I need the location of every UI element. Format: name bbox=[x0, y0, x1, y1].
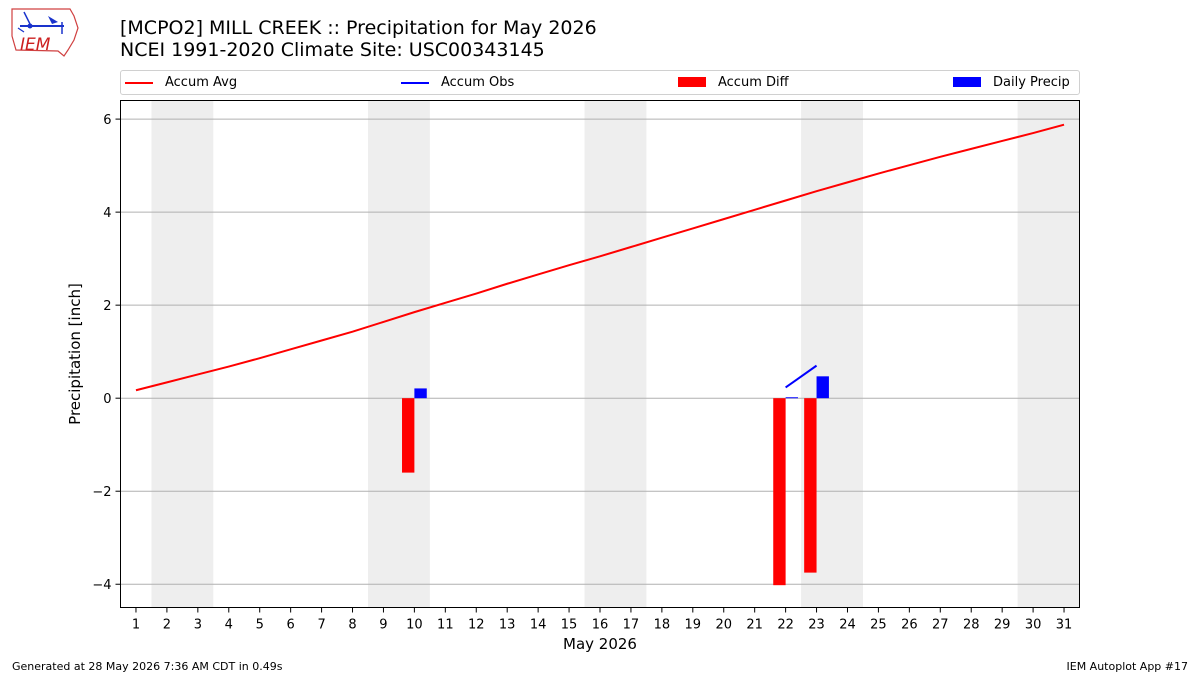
y-tick-label: 2 bbox=[103, 299, 111, 314]
x-tick-label: 18 bbox=[654, 618, 671, 633]
y-tick-label: −2 bbox=[92, 485, 111, 500]
legend-label-accum-obs: Accum Obs bbox=[441, 75, 515, 90]
x-tick-label: 25 bbox=[870, 618, 887, 633]
x-tick-label: 7 bbox=[317, 618, 325, 633]
x-axis-label: May 2026 bbox=[563, 635, 637, 653]
chart-title: [MCPO2] MILL CREEK :: Precipitation for … bbox=[120, 17, 597, 61]
y-tick-label: 6 bbox=[103, 113, 111, 128]
legend-label-accum-avg: Accum Avg bbox=[165, 75, 238, 90]
x-tick-label: 31 bbox=[1056, 618, 1073, 633]
daily-precip-bar bbox=[785, 397, 798, 399]
x-tick-label: 20 bbox=[715, 618, 732, 633]
x-tick-label: 28 bbox=[963, 618, 980, 633]
x-tick-label: 5 bbox=[256, 618, 264, 633]
x-tick-label: 27 bbox=[932, 618, 949, 633]
accum-obs-line bbox=[785, 364, 818, 389]
x-tick-label: 30 bbox=[1025, 618, 1042, 633]
x-tick-label: 16 bbox=[592, 618, 609, 633]
x-tick-label: 9 bbox=[379, 618, 387, 633]
chart-title-line2: NCEI 1991-2020 Climate Site: USC00343145 bbox=[120, 39, 545, 61]
chart-title-line1: [MCPO2] MILL CREEK :: Precipitation for … bbox=[120, 17, 597, 39]
x-tick-label: 13 bbox=[499, 618, 516, 633]
accum-diff-bar bbox=[402, 398, 415, 473]
x-tick-label: 22 bbox=[777, 618, 794, 633]
x-tick-label: 3 bbox=[194, 618, 202, 633]
daily-precip-bar bbox=[816, 376, 829, 399]
x-tick-label: 17 bbox=[623, 618, 640, 633]
x-tick-label: 11 bbox=[437, 618, 454, 633]
x-tick-label: 23 bbox=[808, 618, 825, 633]
x-tick-label: 15 bbox=[561, 618, 578, 633]
y-tick-label: −4 bbox=[92, 578, 111, 593]
x-tick-label: 12 bbox=[468, 618, 485, 633]
legend-swatch-daily-precip bbox=[953, 77, 981, 87]
footer-app-id: IEM Autoplot App #17 bbox=[1066, 660, 1189, 673]
logo-text: IEM bbox=[20, 35, 51, 55]
x-tick-label: 19 bbox=[685, 618, 702, 633]
footer-generated: Generated at 28 May 2026 7:36 AM CDT in … bbox=[12, 660, 283, 673]
chart-legend: Accum Avg Accum Obs Accum Diff Daily Pre… bbox=[120, 70, 1080, 95]
x-tick-label: 4 bbox=[225, 618, 233, 633]
legend-label-daily-precip: Daily Precip bbox=[993, 75, 1070, 90]
y-tick-label: 4 bbox=[103, 206, 111, 221]
daily-precip-bar bbox=[414, 388, 427, 399]
x-tick-label: 6 bbox=[287, 618, 295, 633]
legend-swatch-accum-diff bbox=[678, 77, 706, 87]
weekend-band-2 bbox=[367, 100, 430, 608]
legend-swatch-accum-avg bbox=[125, 82, 153, 84]
x-tick-label: 24 bbox=[839, 618, 856, 633]
accum-diff-bar bbox=[773, 398, 786, 586]
x-tick-label: 10 bbox=[406, 618, 423, 633]
legend-label-accum-diff: Accum Diff bbox=[718, 75, 789, 90]
weekend-band-5 bbox=[1017, 100, 1080, 608]
legend-swatch-accum-obs bbox=[401, 82, 429, 84]
x-tick-label: 2 bbox=[163, 618, 171, 633]
weekend-band-3 bbox=[584, 100, 647, 608]
weekend-band-1 bbox=[151, 100, 214, 608]
x-tick-label: 26 bbox=[901, 618, 918, 633]
x-tick-label: 1 bbox=[132, 618, 140, 633]
x-tick-label: 21 bbox=[746, 618, 763, 633]
x-tick-label: 29 bbox=[994, 618, 1011, 633]
iem-logo: IEM bbox=[8, 6, 82, 62]
x-tick-label: 14 bbox=[530, 618, 547, 633]
accum-avg-line bbox=[135, 123, 1065, 392]
y-tick-label: 0 bbox=[103, 392, 111, 407]
x-tick-label: 8 bbox=[348, 618, 356, 633]
y-axis-label: Precipitation [inch] bbox=[66, 283, 84, 425]
accum-diff-bar bbox=[804, 398, 817, 573]
